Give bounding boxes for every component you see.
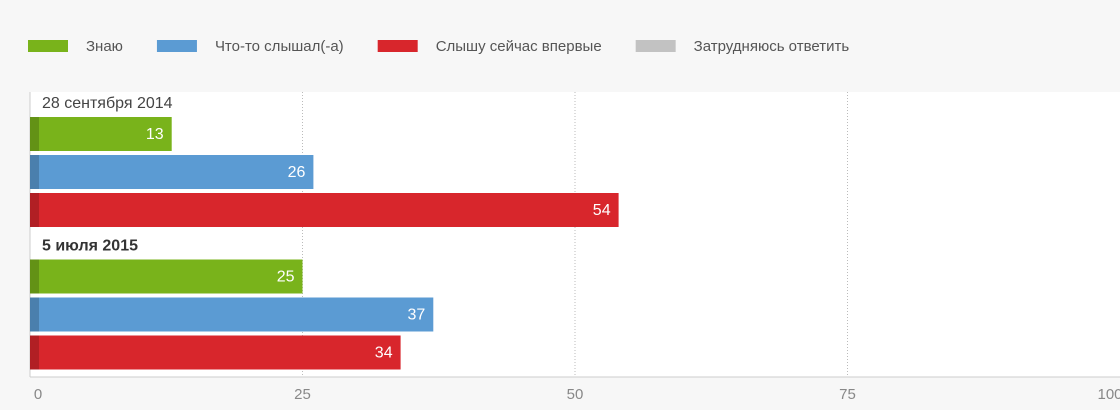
- bar-edge: [30, 155, 39, 189]
- value-label: 54: [593, 202, 611, 219]
- legend-label: Что-то слышал(-а): [215, 38, 344, 55]
- legend-swatch: [28, 40, 68, 52]
- bar-edge: [30, 259, 39, 294]
- value-label: 37: [408, 307, 426, 324]
- legend-label: Знаю: [86, 38, 123, 55]
- bar: [30, 117, 172, 151]
- x-tick-label: 50: [567, 386, 584, 403]
- bar: [30, 193, 619, 227]
- legend-swatch: [635, 40, 676, 52]
- bar: [30, 335, 401, 370]
- x-tick-label: 0: [34, 386, 42, 403]
- value-label: 26: [288, 164, 306, 181]
- value-label: 25: [277, 269, 295, 286]
- legend-label: Затрудняюсь ответить: [694, 38, 850, 55]
- category-label: 28 сентября 2014: [42, 95, 173, 112]
- legend-label: Слышу сейчас впервые: [436, 38, 602, 55]
- bar: [30, 259, 303, 294]
- x-tick-label: 100: [1097, 386, 1120, 403]
- bar: [30, 155, 314, 189]
- x-tick-label: 25: [294, 386, 311, 403]
- legend-swatch: [377, 40, 418, 52]
- legend-swatch: [156, 40, 197, 52]
- category-label: 5 июля 2015: [42, 238, 138, 255]
- value-label: 13: [146, 126, 164, 143]
- bar: [30, 297, 434, 332]
- value-label: 34: [375, 345, 393, 362]
- bar-edge: [30, 193, 39, 227]
- bar-edge: [30, 117, 39, 151]
- bar-edge: [30, 297, 39, 332]
- x-tick-label: 75: [839, 386, 856, 403]
- bar-edge: [30, 335, 39, 370]
